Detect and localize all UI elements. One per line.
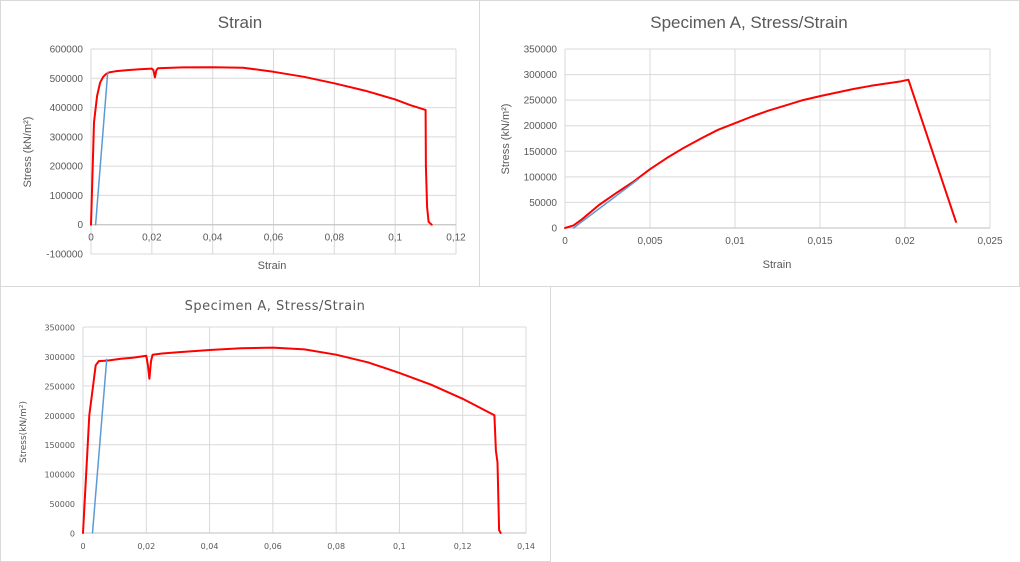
y-tick-label: 0 [551, 224, 557, 235]
x-tick-label: 0,06 [264, 233, 284, 244]
x-tick-label: 0,005 [637, 236, 662, 247]
y-tick-label: 300000 [524, 70, 558, 81]
tick-labels: -100000 0 100000 200000 300000 400000 500000 60… [46, 45, 466, 261]
x-tick-label: 0,1 [393, 542, 406, 551]
stress-strain-series [82, 346, 502, 534]
y-axis-label: Stress(kN/m²) [19, 401, 29, 463]
x-axis-label: Strain [258, 260, 287, 272]
y-tick-label: 600000 [50, 45, 84, 56]
x-tick-label: 0,01 [725, 236, 745, 247]
y-tick-label: 150000 [524, 147, 558, 158]
x-tick-label: 0,12 [446, 233, 466, 244]
y-tick-label: -100000 [46, 250, 83, 261]
chart-panel-1: Strain Strain Stress (kN/m²) -100000 0 100… [0, 0, 480, 287]
x-tick-label: 0,025 [977, 236, 1002, 247]
y-tick-label: 500000 [50, 74, 84, 85]
y-tick-label: 400000 [50, 103, 84, 114]
y-tick-label: 50000 [50, 500, 75, 509]
y-axis-label: Stress (kN/m²) [22, 117, 34, 188]
x-tick-label: 0,04 [203, 233, 223, 244]
y-tick-label: 100000 [44, 471, 75, 480]
tick-labels: 0 50000 100000 150000 200000 250000 300000 3500… [524, 45, 1003, 248]
y-tick-label: 350000 [44, 324, 75, 333]
y-tick-label: 200000 [44, 412, 75, 421]
y-tick-label: 50000 [529, 198, 557, 209]
tick-labels: 0 50000 100000 150000 200000 250000 300000 3500… [44, 324, 534, 552]
x-tick-label: 0,1 [388, 233, 402, 244]
chart-panel-2: Specimen A, Stress/Strain Strain Stress … [480, 0, 1020, 287]
x-tick-label: 0,14 [517, 542, 535, 551]
x-tick-label: 0,04 [201, 542, 219, 551]
y-tick-label: 300000 [44, 353, 75, 362]
x-tick-label: 0,02 [137, 542, 155, 551]
gridlines [82, 326, 527, 534]
x-axis-label: Strain [763, 259, 792, 271]
gridlines [90, 48, 457, 255]
gridlines [564, 48, 991, 229]
stress-strain-series [90, 66, 433, 226]
y-tick-label: 300000 [50, 132, 84, 143]
x-tick-label: 0,02 [895, 236, 915, 247]
chart-title: Strain [218, 13, 262, 32]
y-tick-label: 0 [70, 530, 75, 539]
chart-2: Specimen A, Stress/Strain Strain Stress … [500, 13, 1003, 271]
y-tick-label: 250000 [44, 382, 75, 391]
x-tick-label: 0,02 [142, 233, 162, 244]
chart-title: Specimen A, Stress/Strain [185, 299, 366, 314]
y-tick-label: 100000 [524, 172, 558, 183]
x-tick-label: 0,015 [807, 236, 832, 247]
elastic-fit-line [91, 358, 108, 534]
x-tick-label: 0 [80, 542, 85, 551]
x-tick-label: 0,08 [325, 233, 345, 244]
y-tick-label: 250000 [524, 96, 558, 107]
x-tick-label: 0,12 [454, 542, 472, 551]
x-tick-label: 0 [562, 236, 568, 247]
y-tick-label: 100000 [50, 191, 84, 202]
y-axis-label: Stress (kN/m²) [500, 104, 512, 175]
y-tick-label: 200000 [50, 162, 84, 173]
y-tick-label: 150000 [44, 441, 75, 450]
chart-3: Specimen A, Stress/Strain Stress(kN/m²) … [19, 299, 535, 552]
x-tick-label: 0,06 [264, 542, 282, 551]
elastic-fit-line [94, 71, 109, 226]
x-tick-label: 0 [88, 233, 94, 244]
y-tick-label: 0 [77, 220, 83, 231]
y-tick-label: 200000 [524, 121, 558, 132]
stress-strain-series [564, 78, 957, 229]
y-tick-label: 350000 [524, 45, 558, 56]
chart-title: Specimen A, Stress/Strain [650, 13, 847, 32]
chart-1: Strain Strain Stress (kN/m²) -100000 0 100… [22, 13, 466, 272]
chart-panel-3: Specimen A, Stress/Strain Stress(kN/m²) … [0, 287, 551, 562]
elastic-fit-line [572, 178, 639, 229]
x-tick-label: 0,08 [327, 542, 345, 551]
